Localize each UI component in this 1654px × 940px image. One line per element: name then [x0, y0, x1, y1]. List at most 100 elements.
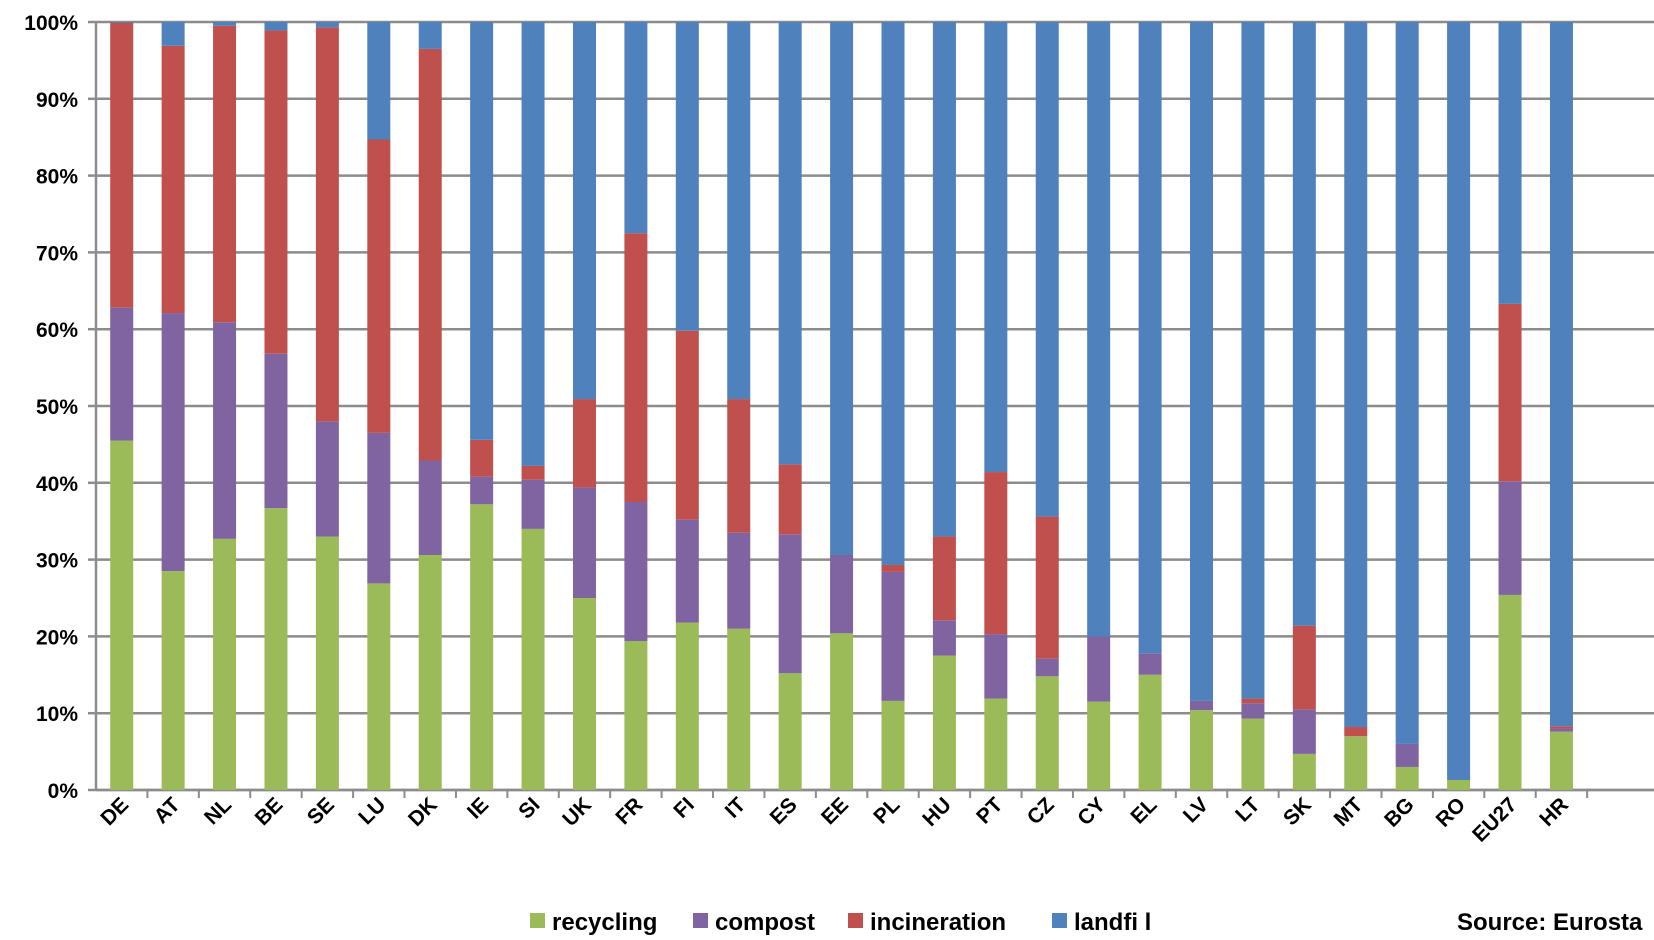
legend-swatch-landfill — [1052, 913, 1067, 928]
bar-AT-recycling — [161, 571, 185, 790]
legend-swatch-recycling — [530, 913, 545, 928]
x-tick-label-AT: AT — [150, 793, 185, 828]
bar-DK-landfill — [418, 22, 442, 49]
bar-MT-landfill — [1344, 22, 1368, 728]
x-tick-label-CY: CY — [1073, 793, 1110, 830]
bar-HU-incineration — [932, 536, 956, 621]
bar-IE-landfill — [470, 22, 494, 440]
bar-IT-incineration — [727, 399, 751, 533]
x-tick-label-PT: PT — [972, 793, 1007, 828]
x-tick-label-SK: SK — [1279, 793, 1316, 830]
x-tick-label-NL: NL — [200, 793, 236, 829]
bar-HR-recycling — [1549, 731, 1573, 790]
bar-PL-landfill — [881, 22, 905, 565]
legend-label-landfill: landfi l — [1074, 909, 1151, 936]
bar-EL-compost — [1138, 653, 1162, 675]
bar-LT-landfill — [1241, 22, 1265, 699]
bar-NL-incineration — [213, 25, 237, 323]
x-tick-label-IT: IT — [721, 793, 751, 823]
bar-EE-landfill — [830, 22, 854, 555]
bar-ES-compost — [778, 534, 802, 674]
y-tick-label: 0% — [48, 780, 79, 803]
bar-UK-compost — [572, 487, 596, 598]
bar-HU-recycling — [932, 655, 956, 790]
bar-NL-landfill — [213, 22, 237, 26]
bar-CZ-compost — [1035, 658, 1059, 677]
bar-IT-compost — [727, 532, 751, 629]
bar-LT-compost — [1241, 703, 1265, 719]
bar-DE-compost — [110, 307, 134, 441]
bar-FI-recycling — [675, 622, 699, 790]
bar-NL-compost — [213, 322, 237, 539]
x-tick-label-RO: RO — [1432, 793, 1471, 832]
x-tick-label-HU: HU — [918, 793, 956, 831]
bar-EL-landfill — [1138, 22, 1162, 654]
bar-SI-incineration — [521, 465, 545, 480]
bar-PL-recycling — [881, 700, 905, 790]
bar-PT-recycling — [984, 698, 1008, 790]
source-note: Source: Eurosta — [1457, 909, 1643, 936]
bar-SI-compost — [521, 479, 545, 529]
bar-CY-recycling — [1087, 701, 1111, 790]
bar-AT-landfill — [161, 22, 185, 46]
legend-swatch-compost — [693, 913, 708, 928]
bar-LV-recycling — [1190, 710, 1214, 790]
x-tick-label-DE: DE — [96, 793, 133, 830]
bar-FR-incineration — [624, 233, 648, 502]
bar-DK-recycling — [418, 554, 442, 790]
bar-LU-compost — [367, 432, 391, 584]
bar-BG-recycling — [1395, 766, 1419, 790]
bar-IT-landfill — [727, 22, 751, 400]
y-tick-label: 10% — [36, 703, 78, 726]
bar-EU27-incineration — [1498, 303, 1522, 482]
bar-HR-incineration — [1549, 726, 1573, 729]
bar-UK-incineration — [572, 399, 596, 488]
bar-IT-recycling — [727, 628, 751, 790]
x-tick-label-IE: IE — [463, 793, 493, 823]
legend-label-recycling: recycling — [552, 909, 657, 936]
x-tick-label-LT: LT — [1231, 793, 1264, 826]
x-tick-label-PL: PL — [869, 793, 904, 828]
bar-DK-compost — [418, 460, 442, 555]
bar-LU-landfill — [367, 22, 391, 140]
bar-PT-incineration — [984, 472, 1008, 635]
bar-SK-compost — [1292, 709, 1316, 754]
bar-CY-landfill — [1087, 22, 1111, 637]
bar-LT-incineration — [1241, 698, 1265, 704]
bar-CZ-landfill — [1035, 22, 1059, 517]
bar-MT-incineration — [1344, 727, 1368, 737]
bar-SE-landfill — [315, 22, 339, 28]
x-tick-label-MT: MT — [1330, 793, 1368, 831]
bar-ES-incineration — [778, 464, 802, 535]
x-tick-label-EU27: EU27 — [1468, 793, 1521, 846]
x-tick-label-SE: SE — [303, 793, 339, 829]
y-tick-label: 70% — [36, 242, 78, 265]
legend-label-compost: compost — [715, 909, 815, 936]
y-tick-label: 60% — [36, 319, 78, 342]
bar-DE-recycling — [110, 440, 134, 790]
x-tick-label-CZ: CZ — [1023, 793, 1059, 829]
y-tick-label: 90% — [36, 89, 78, 112]
bar-PL-compost — [881, 571, 905, 701]
y-tick-label: 50% — [36, 396, 78, 419]
bar-BG-landfill — [1395, 22, 1419, 744]
legend-label-incineration: incineration — [870, 909, 1006, 936]
x-tick-label-DK: DK — [404, 793, 442, 831]
x-tick-label-SI: SI — [514, 793, 544, 823]
y-tick-label: 30% — [36, 550, 78, 573]
bar-UK-landfill — [572, 22, 596, 400]
bar-BE-compost — [264, 353, 288, 509]
bar-UK-recycling — [572, 598, 596, 790]
bar-ES-landfill — [778, 22, 802, 465]
bar-SK-incineration — [1292, 625, 1316, 710]
bar-EU27-recycling — [1498, 594, 1522, 790]
bar-CZ-incineration — [1035, 516, 1059, 659]
bar-HR-compost — [1549, 728, 1573, 732]
x-tick-label-LV: LV — [1179, 793, 1213, 827]
x-tick-label-FI: FI — [669, 793, 698, 822]
x-tick-label-UK: UK — [558, 793, 596, 831]
bar-SI-landfill — [521, 22, 545, 466]
bar-CY-compost — [1087, 636, 1111, 702]
bar-DE-incineration — [110, 22, 134, 308]
